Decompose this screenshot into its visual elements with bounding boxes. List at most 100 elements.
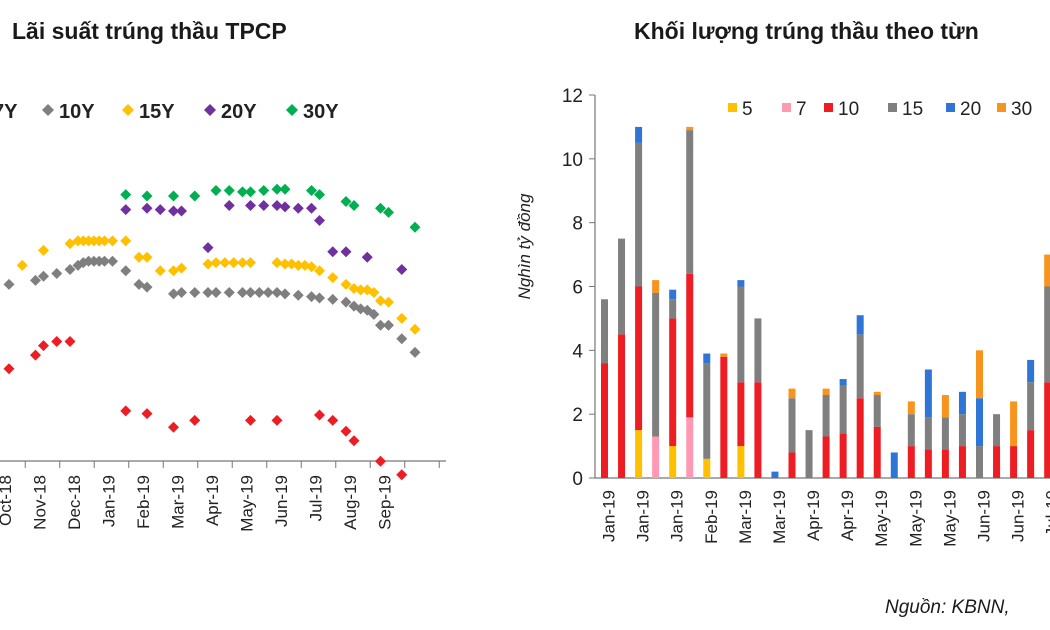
bar-segment-15 xyxy=(805,430,813,478)
bar-segment-10 xyxy=(618,334,626,478)
point-15y xyxy=(176,262,187,274)
y-tick-label: 4 xyxy=(572,341,583,362)
bar-segment-15 xyxy=(941,417,949,450)
point-7y xyxy=(314,409,325,421)
bar-segment-10 xyxy=(737,382,745,447)
bar-segment-10 xyxy=(839,433,847,478)
y-tick-label: 10 xyxy=(562,150,583,171)
bar-segment-30 xyxy=(1044,254,1050,287)
point-10y xyxy=(168,288,179,300)
point-30y xyxy=(223,185,235,197)
x-tick-label: Jul-19 xyxy=(1043,490,1050,536)
point-10y xyxy=(38,270,49,282)
bar-segment-30 xyxy=(1010,401,1018,447)
point-15y xyxy=(16,259,28,271)
point-20y xyxy=(271,200,283,212)
point-30y xyxy=(348,200,360,212)
point-15y xyxy=(245,257,256,269)
bar-segment-20 xyxy=(771,471,779,478)
point-7y xyxy=(375,455,386,467)
bar-segment-10 xyxy=(822,436,830,478)
point-15y xyxy=(133,251,145,263)
bar-segment-15 xyxy=(686,130,694,274)
bar-segment-5 xyxy=(635,430,643,478)
bar-segment-10 xyxy=(924,449,932,478)
point-30y xyxy=(210,185,222,197)
point-10y xyxy=(271,287,283,299)
bar-segment-30 xyxy=(822,388,830,396)
point-10y xyxy=(120,265,132,277)
bar-segment-20 xyxy=(856,315,864,335)
y-tick-label: 6 xyxy=(572,278,583,299)
x-tick-label: Jun-19 xyxy=(1009,490,1028,542)
point-20y xyxy=(141,202,153,214)
legend-item-20y: 20Y xyxy=(204,101,257,123)
point-7y xyxy=(327,414,339,426)
point-30y xyxy=(120,189,132,201)
point-15y xyxy=(219,257,231,269)
legend-swatch-20 xyxy=(946,103,955,112)
point-10y xyxy=(262,287,274,299)
legend-item-15: 15 xyxy=(888,99,923,120)
point-7y xyxy=(51,336,63,348)
point-30y xyxy=(383,206,394,218)
point-7y xyxy=(120,405,132,417)
point-10y xyxy=(223,287,235,299)
bar-segment-10 xyxy=(1010,446,1018,478)
x-tick-label: Sep-19 xyxy=(376,475,395,530)
point-15y xyxy=(279,258,291,270)
legend-item-30: 30 xyxy=(997,99,1032,120)
right-chart-svg: 0 2 4 6 8 10 12 Nghìn tỷ đồng 5 7 10 15 20 30 Jan-19 Ja… xyxy=(515,86,1050,547)
point-20y xyxy=(292,202,304,214)
bar-segment-15 xyxy=(601,299,608,364)
bar-segment-7 xyxy=(652,436,660,478)
bar-segment-30 xyxy=(907,401,915,415)
bar-segment-15 xyxy=(873,395,881,427)
point-10y xyxy=(314,292,325,304)
point-7y xyxy=(245,414,256,426)
point-30y xyxy=(141,190,153,202)
x-tick-label: Aug-19 xyxy=(341,475,360,530)
legend-marker-10y xyxy=(42,104,54,116)
point-10y xyxy=(99,255,110,267)
bar-segment-5 xyxy=(703,458,711,478)
point-7y xyxy=(3,363,15,375)
point-15y xyxy=(327,272,339,284)
bar-segment-15 xyxy=(1027,382,1035,431)
bar-segment-10 xyxy=(941,449,949,478)
x-tick-label: Apr-19 xyxy=(804,490,823,541)
point-15y xyxy=(306,261,317,273)
right-chart-panel: Khối lượng trúng thầu theo từn 0 2 4 6 8 10 12… xyxy=(470,0,1050,630)
bar-segment-15 xyxy=(652,292,660,437)
point-7y xyxy=(64,336,76,348)
point-30y xyxy=(271,183,283,195)
x-tick-label: Apr-19 xyxy=(203,475,222,526)
point-10y xyxy=(30,274,41,286)
legend-label-20y: 20Y xyxy=(221,101,257,123)
x-tick-label: Jan-19 xyxy=(634,490,653,542)
legend-swatch-30 xyxy=(997,103,1006,112)
bar-segment-20 xyxy=(839,379,847,386)
bar-segment-20 xyxy=(924,369,932,418)
bar-segment-10 xyxy=(788,452,796,478)
point-7y xyxy=(168,421,179,433)
bar-segment-15 xyxy=(958,414,966,447)
x-tick-label: Dec-18 xyxy=(65,475,84,530)
bar-segment-10 xyxy=(669,318,677,447)
point-10y xyxy=(245,287,256,299)
point-15y xyxy=(368,287,380,299)
point-30y xyxy=(409,221,421,233)
bar-segment-15 xyxy=(635,142,643,287)
point-15y xyxy=(237,257,248,269)
bar-segment-20 xyxy=(890,452,898,478)
point-7y xyxy=(30,349,41,361)
bar-segment-20 xyxy=(635,126,643,143)
point-20y xyxy=(202,242,214,254)
x-tick-label: Apr-19 xyxy=(838,490,857,541)
legend-swatch-10 xyxy=(824,103,833,112)
bar-segment-30 xyxy=(686,126,694,131)
x-tick-label: Oct-18 xyxy=(0,475,15,526)
legend-swatch-5 xyxy=(728,103,737,112)
y-tick-label: 12 xyxy=(562,86,583,107)
source-note: Nguồn: KBNN, xyxy=(885,597,1010,618)
